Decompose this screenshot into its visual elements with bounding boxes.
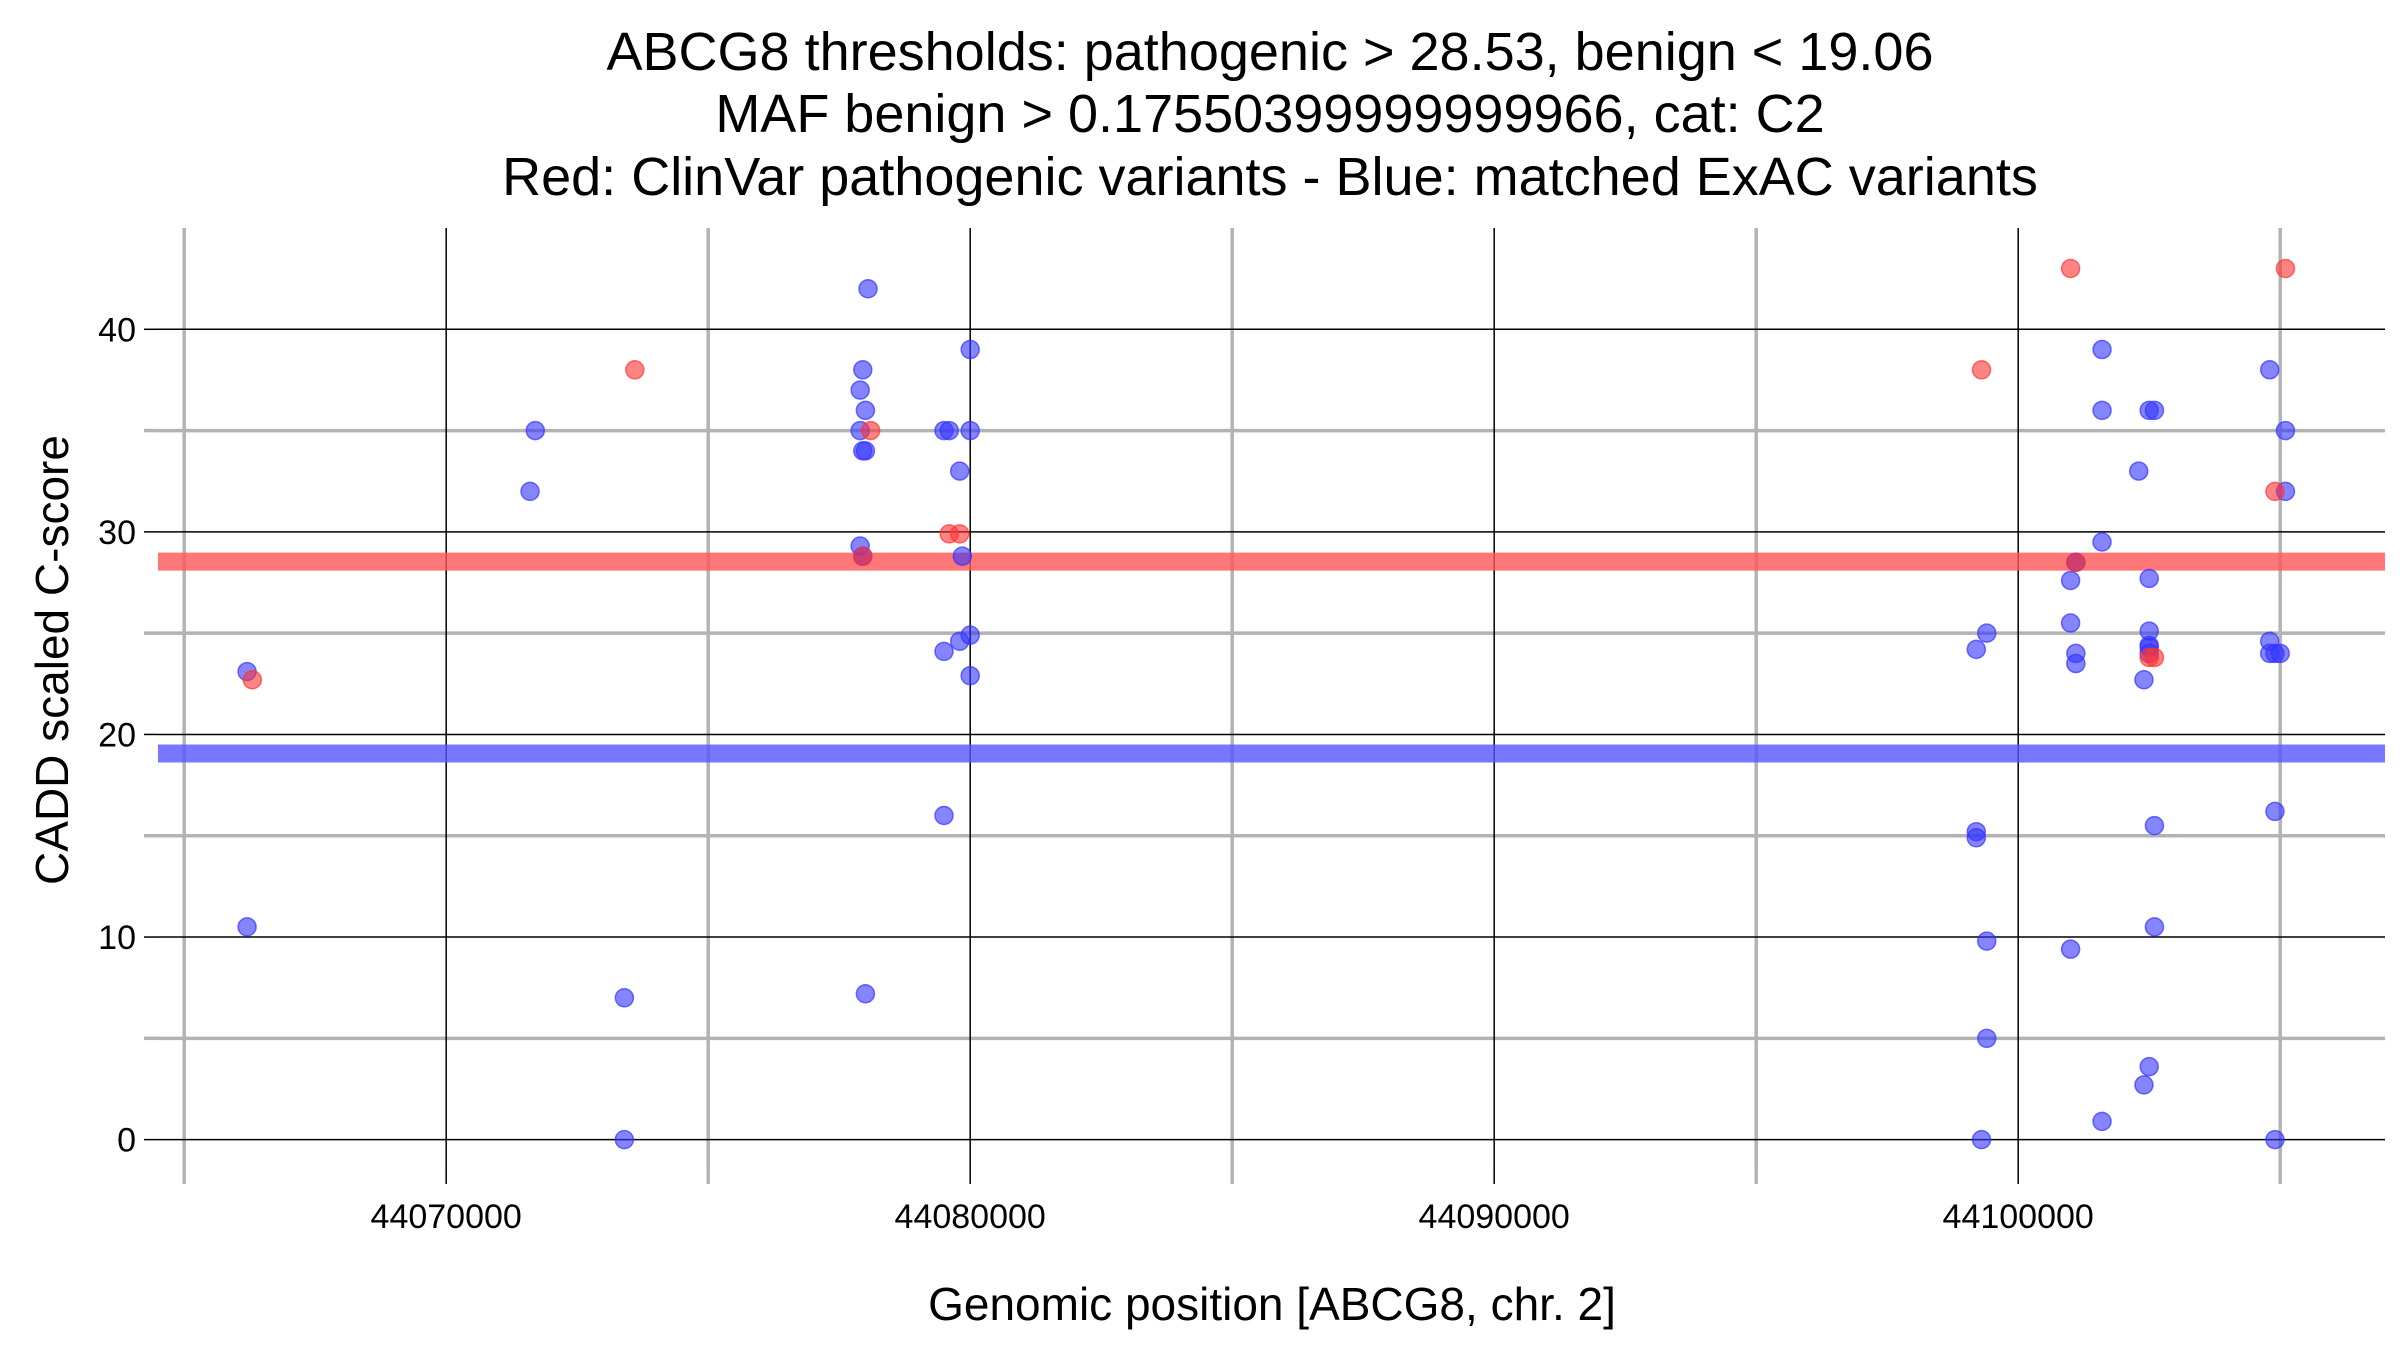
exac-variant-point: [2134, 1075, 2154, 1095]
exac-variant-point: [2092, 339, 2112, 360]
clinvar-variant-point: [625, 360, 645, 380]
x-tick-label: 44090000: [1419, 1198, 1570, 1236]
exac-variant-point: [2092, 400, 2112, 421]
y-tick-label: 10: [98, 919, 136, 957]
exac-variant-point: [2092, 532, 2112, 552]
clinvar-variant-point: [949, 524, 970, 544]
exac-variant-point: [2060, 570, 2081, 591]
exac-variant-point: [960, 665, 980, 686]
exac-variant-point: [939, 420, 959, 441]
exac-variant-point: [2139, 1056, 2159, 1077]
title-line-1: ABCG8 thresholds: pathogenic > 28.53, be…: [607, 22, 1934, 82]
exac-variant-point: [614, 1129, 635, 1150]
y-tick-label: 40: [98, 311, 136, 349]
exac-variant-point: [934, 805, 954, 826]
exac-variant-point: [1971, 1129, 1992, 1150]
exac-variant-point: [855, 400, 876, 421]
exac-variant-point: [2060, 939, 2081, 959]
exac-variant-point: [952, 546, 973, 566]
title-line-2: MAF benign > 0.17550399999999966, cat: C…: [715, 84, 1824, 144]
y-tick-label: 30: [98, 514, 136, 552]
exac-variant-point: [2144, 917, 2165, 937]
y-tick-label: 0: [117, 1122, 136, 1160]
exac-variant-point: [2092, 1111, 2112, 1132]
exac-variant-point: [2265, 801, 2285, 822]
exac-variant-point: [960, 420, 980, 441]
exac-variant-point: [2144, 815, 2165, 836]
x-tick-label: 44070000: [371, 1198, 522, 1236]
exac-variant-point: [960, 625, 980, 645]
clinvar-variant-point: [2066, 552, 2086, 573]
exac-variant-point: [2259, 360, 2280, 380]
y-axis-ticks: 0 10 20 30 40: [98, 311, 158, 1160]
x-axis-ticks: 44070000 44080000 44090000 44100000: [182, 1170, 2282, 1236]
exac-variant-point: [2144, 400, 2165, 421]
exac-variant-point: [2270, 643, 2290, 664]
clinvar-variant-point: [2060, 258, 2081, 279]
exac-variant-point: [1977, 931, 1997, 951]
x-tick-label: 44100000: [1943, 1198, 2094, 1236]
exac-variant-point: [2060, 613, 2081, 633]
exac-variant-point: [2128, 461, 2149, 481]
clinvar-variant-point: [860, 420, 881, 441]
exac-variant-point: [934, 641, 954, 662]
data-points: [237, 258, 2296, 1150]
exac-variant-point: [1977, 1028, 1997, 1049]
exac-variant-point: [2134, 670, 2154, 690]
exac-variant-point: [525, 420, 546, 441]
x-axis-title: Genomic position [ABCG8, chr. 2]: [928, 1278, 1616, 1330]
clinvar-variant-point: [853, 546, 873, 566]
clinvar-variant-point: [1971, 360, 1992, 380]
exac-variant-point: [960, 339, 980, 360]
exac-variant-point: [855, 441, 876, 461]
title-line-3: Red: ClinVar pathogenic variants - Blue:…: [502, 147, 2038, 207]
grid: [158, 228, 2385, 1170]
exac-variant-point: [614, 988, 635, 1008]
x-tick-label: 44080000: [895, 1198, 1046, 1236]
clinvar-variant-point: [242, 670, 263, 690]
exac-variant-point: [855, 984, 876, 1004]
y-tick-label: 20: [98, 716, 136, 754]
y-axis-title: CADD scaled C-score: [26, 435, 78, 885]
clinvar-variant-point: [2275, 258, 2296, 279]
exac-variant-point: [520, 481, 540, 502]
exac-variant-point: [2139, 568, 2159, 589]
exac-variant-point: [858, 279, 878, 299]
exac-variant-point: [2066, 653, 2086, 674]
exac-variant-point: [1977, 623, 1997, 643]
chart-title: ABCG8 thresholds: pathogenic > 28.53, be…: [502, 22, 2038, 207]
exac-variant-point: [850, 380, 870, 400]
exac-variant-point: [853, 360, 873, 380]
clinvar-variant-point: [2144, 647, 2165, 668]
threshold-lines: [158, 552, 2385, 763]
exac-variant-point: [949, 461, 970, 481]
exac-variant-point: [237, 917, 257, 937]
clinvar-variant-point: [2265, 481, 2285, 502]
exac-variant-point: [1966, 639, 1987, 660]
exac-variant-point: [1966, 828, 1987, 848]
exac-variant-point: [2275, 420, 2296, 441]
exac-variant-point: [2265, 1129, 2285, 1150]
